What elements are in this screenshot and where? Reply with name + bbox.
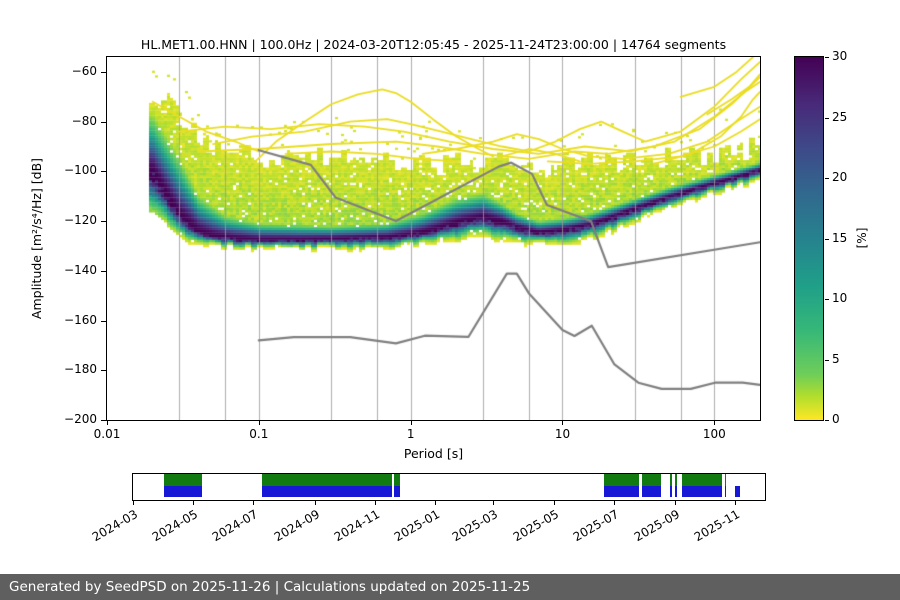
availability-segment-blue [163, 486, 203, 497]
y-axis-tick-label: −80 [71, 113, 97, 128]
timeline-tick [193, 501, 195, 505]
y-axis-tick [101, 370, 106, 372]
availability-segment-green [682, 474, 722, 486]
availability-segment-green [604, 474, 639, 486]
availability-segment-green [393, 474, 400, 486]
availability-segment-green [641, 474, 662, 486]
timeline-tick-label: 2024-11 [331, 507, 382, 545]
colorbar-tick [825, 57, 829, 58]
colorbar-tick-label: 15 [832, 230, 848, 245]
y-axis-tick [101, 221, 106, 223]
timeline-tick-label: 2024-03 [89, 507, 140, 545]
timeline-tick [735, 501, 737, 505]
colorbar-tick-label: 0 [832, 412, 840, 426]
colorbar-tick [825, 117, 829, 119]
y-axis-tick-label: −120 [64, 213, 97, 228]
colorbar-tick-label: 20 [832, 170, 848, 184]
availability-segment-blue [724, 486, 727, 497]
availability-segment-blue [670, 486, 673, 497]
colorbar-tick-label: 30 [832, 49, 848, 63]
colorbar-tick [825, 238, 829, 240]
availability-segment-blue [604, 486, 639, 497]
x-axis-tick [714, 421, 716, 425]
y-axis-tick [101, 420, 106, 421]
colorbar-tick [825, 299, 829, 300]
x-axis-label: Period [s] [403, 446, 464, 461]
colorbar-tick-label: 10 [832, 291, 848, 305]
timeline-tick [613, 501, 615, 505]
timeline-tick-label: 2024-05 [149, 507, 201, 545]
timeline-tick [314, 501, 316, 505]
colorbar-tick [825, 420, 829, 421]
timeline-tick-label: 2025-11 [691, 507, 743, 545]
timeline-tick-label: 2025-09 [631, 507, 683, 545]
availability-segment-blue [641, 486, 662, 497]
x-axis-tick [107, 421, 108, 425]
timeline-tick-label: 2025-03 [450, 507, 501, 545]
availability-segment-blue [682, 486, 722, 497]
y-axis-tick-label: −60 [71, 63, 97, 78]
colorbar-tick-label: 25 [832, 109, 848, 124]
timeline-tick [435, 501, 437, 505]
y-axis-tick-label: −160 [64, 312, 97, 327]
x-axis-tick-label: 0.1 [249, 427, 269, 441]
timeline-tick-label: 2024-09 [271, 507, 322, 545]
x-axis-tick-label: 10 [554, 427, 571, 441]
timeline-tick [493, 501, 495, 505]
timeline-tick-label: 2025-07 [570, 507, 621, 545]
timeline-tick-label: 2024-07 [210, 507, 261, 545]
colorbar-tick [825, 178, 829, 179]
y-axis-tick [101, 71, 106, 73]
availability-segment-green [675, 474, 678, 486]
y-axis-tick [101, 270, 106, 272]
timeline-tick [133, 501, 134, 505]
colorbar-gradient [795, 57, 823, 420]
y-axis-tick-label: −140 [64, 262, 97, 277]
availability-segment-blue [675, 486, 678, 497]
timeline-tick-label: 2025-01 [391, 507, 443, 545]
y-axis-tick-label: −200 [64, 412, 97, 426]
availability-segment-blue [735, 486, 741, 497]
availability-segment-blue [393, 486, 400, 497]
availability-segment-green [163, 474, 203, 486]
x-axis-tick [410, 421, 412, 425]
x-axis-tick-label: 0.01 [93, 427, 121, 441]
timeline-tick [374, 501, 376, 505]
x-axis-tick-label: 1 [406, 427, 415, 441]
x-axis-tick [258, 421, 260, 425]
colorbar-tick [825, 359, 829, 361]
timeline-tick [675, 501, 677, 505]
availability-segment-green [670, 474, 673, 486]
y-axis-tick [101, 320, 106, 322]
ppsd-heatmap-canvas [106, 56, 761, 421]
availability-segment-blue [262, 486, 392, 497]
colorbar [794, 56, 824, 421]
availability-segment-green [262, 474, 392, 486]
plot-title: HL.MET1.00.HNN | 100.0Hz | 2024-03-20T12… [140, 37, 727, 52]
x-axis-tick-label: 100 [702, 427, 726, 441]
timeline-tick [553, 501, 555, 505]
y-axis-tick-label: −100 [64, 163, 97, 178]
colorbar-tick-label: 5 [832, 351, 840, 366]
x-axis-tick [562, 421, 564, 425]
footer-text: Generated by SeedPSD on 2025-11-26 | Cal… [9, 579, 531, 595]
timeline-tick [253, 501, 255, 505]
availability-segment-green [724, 474, 727, 486]
y-axis-tick [101, 121, 106, 123]
timeline-tick-label: 2025-05 [510, 507, 561, 545]
footer-bar: Generated by SeedPSD on 2025-11-26 | Cal… [0, 574, 900, 600]
y-axis-label: Amplitude [m²/s⁴/Hz] [dB] [29, 157, 44, 320]
y-axis-tick-label: −180 [64, 362, 97, 377]
y-axis-tick [101, 171, 106, 173]
